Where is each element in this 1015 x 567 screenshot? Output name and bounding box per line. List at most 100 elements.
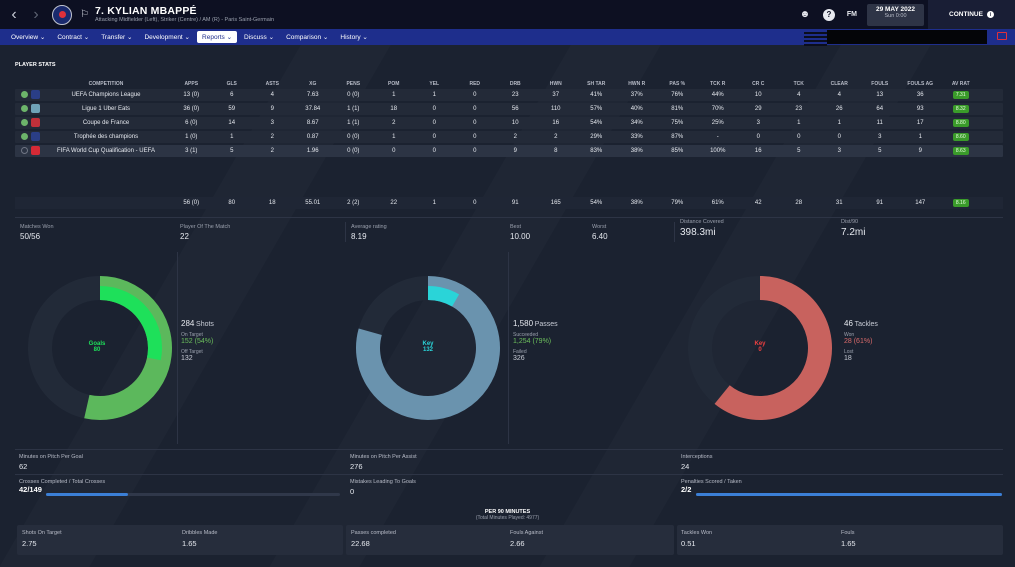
check-icon[interactable] [20,146,28,154]
row-checkbox [15,132,29,142]
totals-cell: 22 [390,200,398,206]
tab-discuss[interactable]: Discuss ⌄ [244,34,275,41]
tab-overview[interactable]: Overview ⌄ [11,34,46,41]
help-icon[interactable]: ? [822,8,835,21]
column-header: SH TAR [587,80,606,87]
totals-cell: 79% [671,200,684,206]
stat-cell: 0 [392,148,396,154]
row-checkbox [15,146,29,156]
totals-cell: 55.01 [305,200,321,206]
distance-covered: Distance Covered 398.3mi [680,219,724,238]
totals-cell: 61% [711,200,724,206]
stat-cell: 1 (1) [347,120,360,126]
stat-cell: 38% [630,148,643,154]
average-rating: Average rating 8.19 [351,224,387,241]
stat-cell: 5 [878,148,882,154]
rating-cell: 8.63 [941,147,982,155]
stat-cell: 0 [473,148,477,154]
column-header: POM [388,80,400,87]
totals-cell: 1 [432,200,436,206]
check-icon[interactable] [20,104,28,112]
psg-crest-icon[interactable] [52,4,72,25]
row-checkbox [15,90,29,100]
rating-badge: 8.80 [952,119,969,127]
stat-cell: 100% [710,148,726,154]
donut-segment-highlight [99,286,162,361]
stat-cell: 37 [552,92,560,98]
tab-contract[interactable]: Contract ⌄ [57,34,90,41]
chevron-left-icon[interactable]: ‹ [11,5,17,23]
stat-cell: 56 [511,106,519,112]
stat-cell: 0 [473,92,477,98]
competition-name: UEFA Champions League [71,92,141,98]
column-header: APPS [184,80,199,87]
table-row[interactable]: Trophée des champions 1 (0) 1 2 0.87 0 (0) 1 0 0… [15,131,1003,143]
per90-passes-completed: Passes completed 22.68 [351,530,396,548]
stat-cell: 26 [835,106,843,112]
totals-cell: 165 [550,200,561,206]
table-row[interactable]: UEFA Champions League 13 (0) 6 4 7.63 0 (0) 1 1… [15,89,1003,101]
stat-cell: 110 [550,106,561,112]
donut-segment-main [714,276,832,420]
stat-cell: 1 (0) [185,134,198,140]
tab-history[interactable]: History ⌄ [340,34,368,41]
competition-name: Ligue 1 Uber Eats [81,106,131,112]
fm-logo[interactable]: FM [846,11,857,18]
rating-badge: 8.63 [952,147,969,155]
tackling-donut-chart [688,276,832,420]
totals-cell: 18 [268,200,276,206]
column-header: CLEAR [830,80,848,87]
column-header: XG [309,80,317,87]
stat-cell: 3 [756,120,760,126]
stat-cell: 0.87 [306,134,319,140]
binoculars-icon[interactable]: ⚐ [80,9,89,20]
stat-cell: 81% [671,106,684,112]
date-display[interactable]: 29 MAY 2022 Sun 0:00 [867,3,924,26]
stat-cell: 0 [432,106,436,112]
competition-logo-icon [31,117,40,127]
stat-cell: 0 [756,134,760,140]
stat-cell: 0 (0) [347,148,360,154]
table-row[interactable]: Ligue 1 Uber Eats 36 (0) 59 9 37.84 1 (1) 18 0 0… [15,103,1003,115]
table-row[interactable]: Coupe de France 6 (0) 14 3 8.67 1 (1) 2 0 0 10 16 5… [15,117,1003,129]
chat-icon[interactable] [997,32,1007,40]
totals-rating-cell: 8.16 [941,199,982,207]
divider [674,222,675,242]
table-row[interactable]: FIFA World Cup Qualification - UEFA 3 (1)… [15,145,1003,157]
player-title: 7. KYLIAN MBAPPÉ Attacking Midfielder (L… [95,5,274,23]
tab-development[interactable]: Development ⌄ [144,34,191,41]
stat-cell: 0 [473,106,477,112]
tab-comparison[interactable]: Comparison ⌄ [286,34,329,41]
totals-cell: 147 [915,200,926,206]
continue-button[interactable]: CONTINUE i [928,0,1015,29]
tab-transfer[interactable]: Transfer ⌄ [101,34,133,41]
column-header: DRB [509,80,521,87]
column-header: HWN [549,80,562,87]
stat-cell: 6 (0) [185,120,198,126]
stat-cell: 23 [795,106,803,112]
worst-rating: Worst 6.40 [592,224,608,241]
totals-cell: 42 [754,200,762,206]
competition-logo-icon [31,131,40,141]
stat-cell: 11 [876,120,883,126]
check-icon[interactable] [20,118,28,126]
chevron-right-icon[interactable]: › [33,5,39,23]
column-header: YEL [429,80,440,87]
stat-cell: 1 [230,134,234,140]
stat-cell: 17 [916,120,924,126]
crosses-completed: Crosses Completed / Total Crosses 42/149 [19,479,106,494]
totals-cell: 91 [511,200,519,206]
check-icon[interactable] [20,132,28,140]
competition-logo [29,145,41,157]
stat-cell: 1 [432,92,436,98]
skull-icon[interactable]: ☻ [799,9,811,20]
stat-cell: 57% [590,106,603,112]
best-rating: Best 10.00 [510,224,531,241]
tab-reports[interactable]: Reports ⌄ [197,31,238,43]
competition-name: Coupe de France [82,120,130,126]
check-icon[interactable] [20,90,28,98]
stat-cell: 4 [797,92,801,98]
row-checkbox [15,118,29,128]
stat-cell: 0 [432,134,436,140]
stat-cell: 0 [432,120,436,126]
